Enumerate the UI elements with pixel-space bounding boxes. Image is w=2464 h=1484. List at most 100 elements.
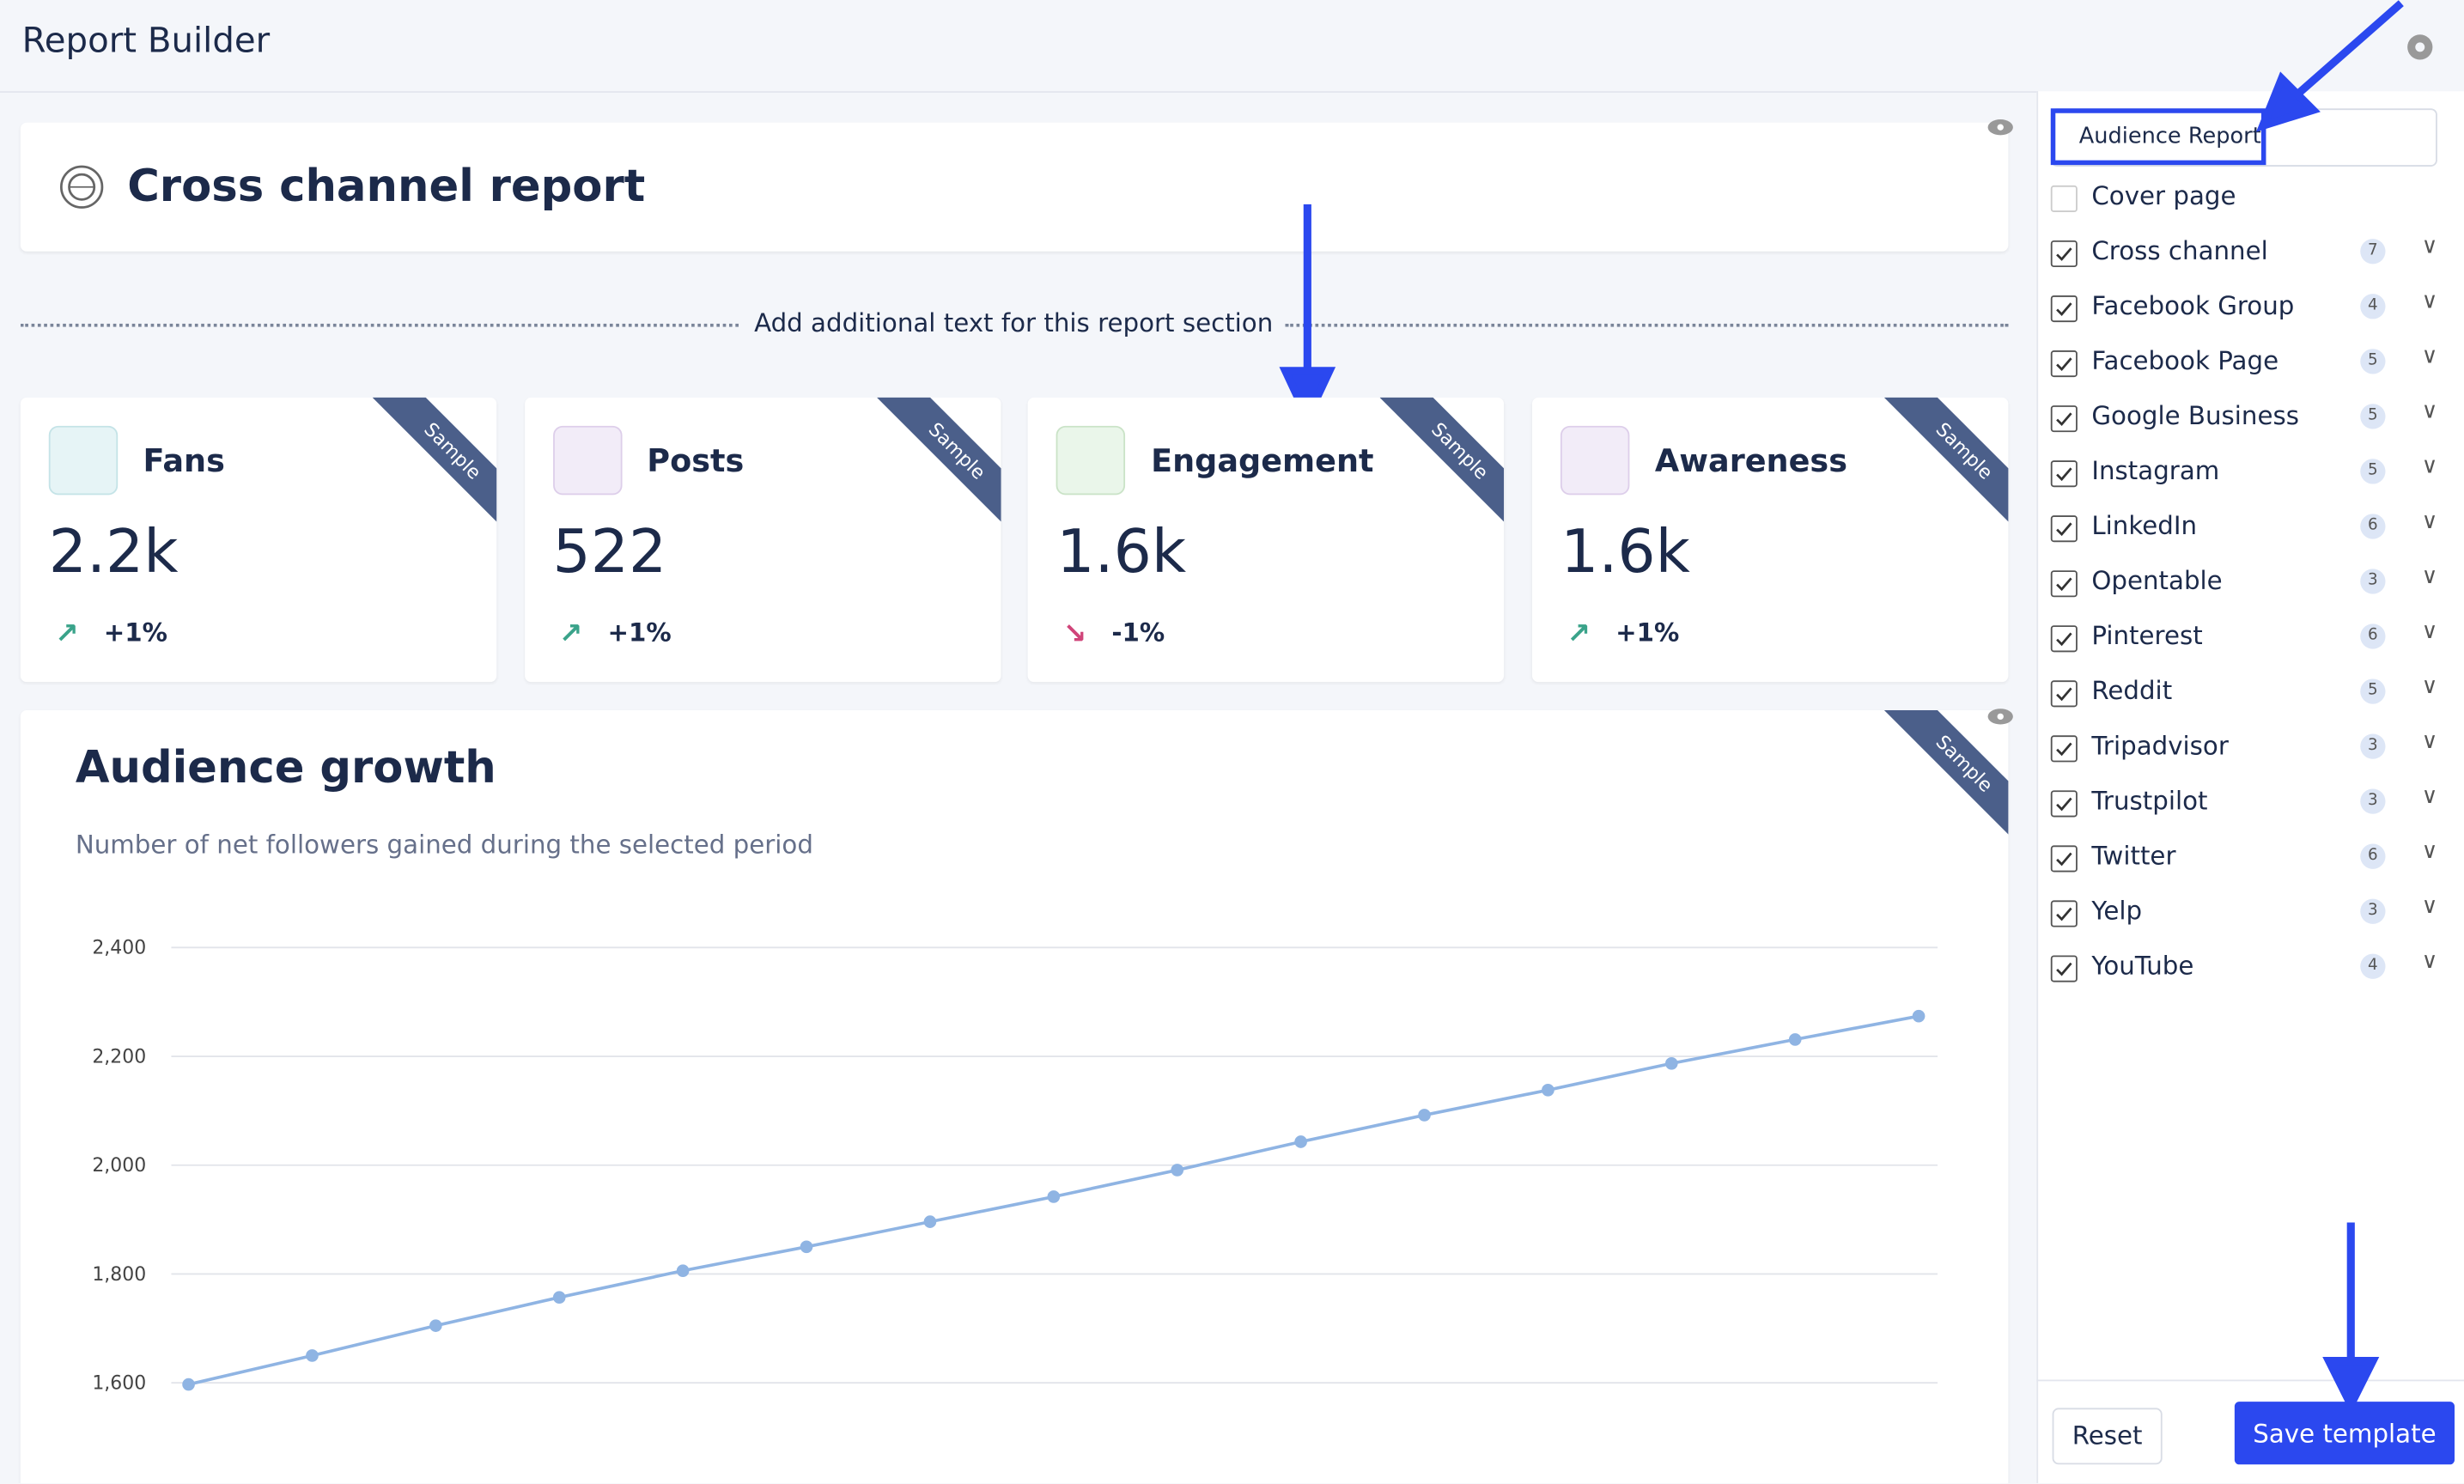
expand-chevron[interactable]: ∨ <box>2421 673 2438 700</box>
divider <box>2036 1379 2464 1382</box>
kpi-icon <box>1561 425 1630 496</box>
kpi-label[interactable]: Awareness <box>1654 441 1848 480</box>
sidebar <box>2036 91 2464 1484</box>
expand-chevron[interactable]: ∨ <box>2421 949 2438 975</box>
y-tick-label: 1,600 <box>92 1372 146 1394</box>
checkbox <box>2050 405 2078 433</box>
report-title[interactable]: Cross channel report <box>127 160 646 213</box>
chart-title[interactable]: Audience growth <box>75 741 496 794</box>
section-item[interactable]: Pinterest 6 ∨ <box>2050 618 2452 657</box>
checkbox <box>2050 845 2078 873</box>
template-name-value: Audience Report <box>2050 108 2266 166</box>
data-point <box>552 1291 566 1305</box>
checkbox <box>2050 735 2078 763</box>
expand-chevron[interactable]: ∨ <box>2421 508 2438 535</box>
expand-chevron[interactable]: ∨ <box>2421 839 2438 865</box>
kpi-card: Sample Awareness 1.6k ↗ +1% <box>1532 397 2009 683</box>
template-name-input[interactable] <box>2050 108 2437 167</box>
expand-chevron[interactable]: ∨ <box>2421 234 2438 259</box>
expand-chevron[interactable]: ∨ <box>2421 618 2438 645</box>
y-tick-label: 2,200 <box>92 1046 146 1067</box>
divider <box>1285 323 2009 327</box>
section-item[interactable]: Yelp 3 ∨ <box>2050 894 2452 932</box>
kpi-card: Sample Posts 522 ↗ +1% <box>524 397 1001 683</box>
kpi-label[interactable]: Engagement <box>1151 441 1374 480</box>
globe-icon <box>59 165 104 209</box>
save-button[interactable]: Save template <box>2234 1402 2455 1465</box>
sample-ribbon: Sample <box>372 397 497 532</box>
data-point <box>800 1240 813 1254</box>
kpi-value: 2.2k <box>48 516 179 587</box>
section-label: Reddit <box>2091 675 2173 706</box>
section-item[interactable]: LinkedIn 6 ∨ <box>2050 508 2452 547</box>
sample-ribbon: Sample <box>1380 397 1505 532</box>
section-item[interactable]: Facebook Page 5 ∨ <box>2050 344 2452 382</box>
section-item[interactable]: Trustpilot 3 ∨ <box>2050 784 2452 822</box>
section-item[interactable]: Twitter 6 ∨ <box>2050 839 2452 877</box>
section-label: YouTube <box>2091 950 2194 981</box>
top-bar <box>0 0 2464 93</box>
section-label: Cross channel <box>2091 235 2268 266</box>
checkbox <box>2050 460 2078 488</box>
sample-ribbon: Sample <box>1884 397 2009 532</box>
section-label: Facebook Page <box>2091 345 2279 376</box>
section-count: 5 <box>2360 404 2386 429</box>
section-count: 3 <box>2360 898 2386 924</box>
section-count: 3 <box>2360 569 2386 594</box>
line-chart: 1,600 1,800 2,000 2,200 2,400 <box>92 938 1938 1394</box>
expand-chevron[interactable]: ∨ <box>2421 344 2438 369</box>
section-label: Google Business <box>2091 400 2299 431</box>
visibility-icon[interactable] <box>1986 706 2015 728</box>
checkbox <box>2050 295 2078 323</box>
chart-subtitle[interactable]: Number of net followers gained during th… <box>75 830 813 860</box>
section-count: 6 <box>2360 623 2386 649</box>
section-label: Opentable <box>2091 565 2223 596</box>
section-item[interactable]: Opentable 3 ∨ <box>2050 563 2452 602</box>
data-point <box>1542 1083 1554 1097</box>
trend-arrow: ↘ <box>1062 617 1087 651</box>
checkbox <box>2050 955 2078 982</box>
checkbox <box>2050 570 2078 598</box>
section-item[interactable]: Instagram 5 ∨ <box>2050 453 2452 492</box>
section-count: 5 <box>2360 349 2386 374</box>
section-item[interactable]: Cross channel 7 ∨ <box>2050 234 2452 272</box>
kpi-change: +1% <box>103 617 168 648</box>
settings-icon[interactable] <box>2401 28 2439 66</box>
expand-chevron[interactable]: ∨ <box>2421 728 2438 755</box>
kpi-change: -1% <box>1111 617 1165 648</box>
expand-chevron[interactable]: ∨ <box>2421 563 2438 590</box>
app-title: Report Builder <box>21 21 271 62</box>
data-point <box>923 1215 937 1228</box>
reset-button[interactable]: Reset <box>2052 1408 2163 1465</box>
expand-chevron[interactable]: ∨ <box>2421 894 2438 920</box>
trend-arrow: ↗ <box>558 617 583 651</box>
section-item[interactable]: Tripadvisor 3 ∨ <box>2050 728 2452 767</box>
data-point <box>1664 1056 1678 1070</box>
kpi-label[interactable]: Fans <box>143 441 225 480</box>
section-label: Yelp <box>2091 895 2143 926</box>
checkbox <box>2050 680 2078 708</box>
section-item[interactable]: Cover page <box>2050 179 2452 217</box>
section-count: 6 <box>2360 843 2386 869</box>
expand-chevron[interactable]: ∨ <box>2421 453 2438 480</box>
section-item[interactable]: Reddit 5 ∨ <box>2050 673 2452 712</box>
expand-chevron[interactable]: ∨ <box>2421 784 2438 810</box>
expand-chevron[interactable]: ∨ <box>2421 398 2438 425</box>
section-item[interactable]: YouTube 4 ∨ <box>2050 949 2452 987</box>
section-label: Twitter <box>2091 840 2176 871</box>
kpi-label[interactable]: Posts <box>647 441 745 480</box>
visibility-icon[interactable] <box>1986 116 2015 138</box>
section-item[interactable]: Google Business 5 ∨ <box>2050 398 2452 437</box>
kpi-icon <box>48 425 119 496</box>
kpi-value: 522 <box>552 516 667 587</box>
data-point <box>182 1378 195 1391</box>
kpi-card: Sample Fans 2.2k ↗ +1% <box>20 397 497 683</box>
section-label: LinkedIn <box>2091 510 2198 541</box>
chart-card: Sample Audience growth Number of net fol… <box>20 710 2009 1484</box>
trend-arrow: ↗ <box>1567 617 1591 651</box>
section-item[interactable]: Facebook Group 4 ∨ <box>2050 289 2452 327</box>
kpi-change: +1% <box>607 617 672 648</box>
expand-chevron[interactable]: ∨ <box>2421 289 2438 314</box>
section-text[interactable]: Add additional text for this report sect… <box>754 307 1274 338</box>
